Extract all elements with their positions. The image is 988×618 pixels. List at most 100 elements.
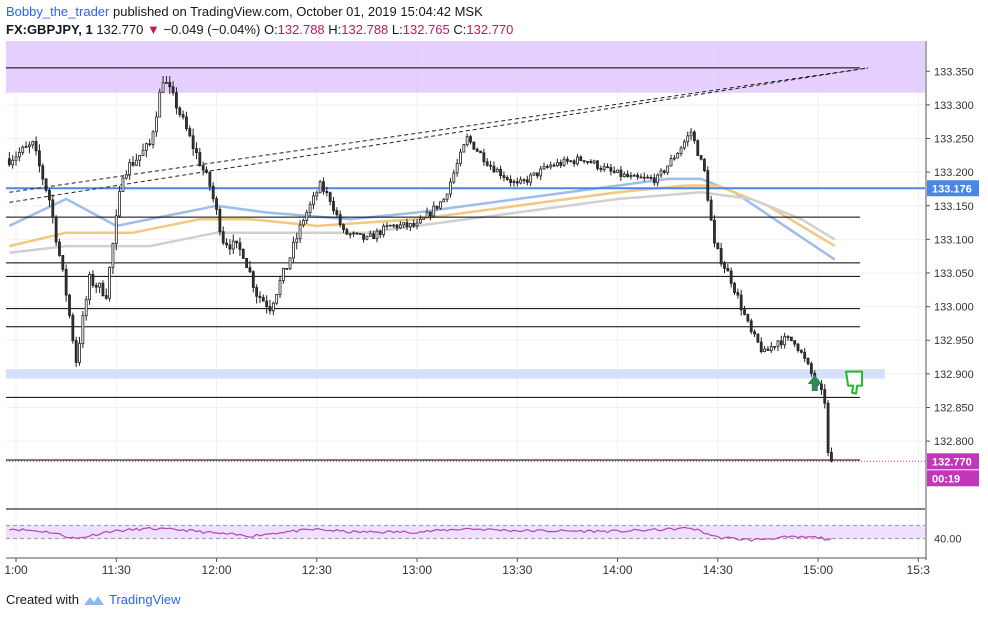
candle: [285, 267, 289, 270]
candle: [796, 342, 800, 353]
candle: [619, 165, 623, 181]
candle: [251, 270, 255, 293]
candle: [535, 172, 539, 179]
candle: [355, 232, 359, 235]
open-value: 132.788: [277, 22, 325, 37]
countdown-tag: 00:19: [927, 470, 979, 487]
candle-body-up: [278, 280, 282, 295]
candle: [265, 295, 269, 314]
candle: [114, 209, 118, 251]
candle: [693, 130, 696, 144]
price-tick-label: 133.250: [934, 134, 974, 146]
candle-body-down: [322, 181, 325, 192]
candle-body-down: [405, 222, 409, 228]
time-tick-label: 14:00: [603, 563, 633, 577]
candle: [425, 207, 429, 218]
candle-body-down: [823, 389, 827, 404]
candle-body-down: [646, 176, 650, 179]
candle: [312, 191, 315, 210]
author-link[interactable]: Bobby_the_trader: [6, 4, 110, 19]
candle-body-up: [24, 146, 28, 148]
candle-body-up: [398, 224, 402, 229]
time-tick-label: 13:00: [402, 563, 432, 577]
candle: [549, 161, 553, 170]
candle-body-up: [659, 170, 663, 176]
candle: [415, 219, 419, 230]
candle: [459, 148, 462, 167]
candle-body-up: [108, 266, 111, 299]
candle-body-down: [753, 331, 756, 335]
candle-body-down: [191, 135, 195, 150]
candle: [295, 232, 299, 250]
last-price-tag: 132.770: [927, 453, 979, 470]
candle-body-down: [609, 167, 613, 172]
candle-body-down: [566, 158, 569, 162]
candle-body-down: [652, 177, 656, 184]
price-tick-label: 133.300: [934, 100, 974, 112]
candle-body-down: [749, 320, 753, 333]
candle-body-up: [144, 143, 148, 151]
candle-body-up: [138, 155, 142, 161]
candle: [759, 337, 763, 354]
candle-body-down: [485, 161, 489, 166]
candle: [151, 130, 155, 149]
symbol-name[interactable]: FX:GBPJPY, 1: [6, 22, 93, 37]
candle: [418, 215, 422, 224]
candle: [48, 188, 51, 207]
candle: [809, 361, 813, 377]
candle-body-up: [161, 82, 165, 93]
candle: [118, 185, 122, 218]
candle-body-up: [81, 315, 85, 344]
candle: [255, 284, 259, 304]
candle: [669, 154, 673, 167]
candle: [131, 156, 135, 167]
candle: [499, 165, 502, 180]
candle: [706, 166, 710, 202]
candle: [676, 152, 680, 159]
candle-body-down: [91, 274, 95, 286]
candle-body-up: [422, 217, 426, 220]
candle-body-up: [569, 160, 573, 163]
candle: [482, 148, 486, 166]
candle: [449, 178, 452, 198]
candle-body-up: [31, 141, 35, 146]
candle-body-down: [48, 189, 51, 201]
tradingview-brand-link[interactable]: TradingView: [108, 592, 181, 607]
candle: [749, 318, 753, 335]
candle-body-up: [439, 201, 442, 209]
time-tick-label: 11:30: [102, 563, 131, 577]
time-tick-label: 15:00: [803, 563, 833, 577]
candle: [522, 178, 526, 185]
candle: [753, 329, 756, 338]
candle-body-up: [291, 241, 295, 259]
time-tick-label: 12:30: [302, 563, 332, 577]
candle-body-up: [151, 131, 155, 145]
candle-body-down: [572, 160, 576, 165]
candle: [345, 227, 349, 236]
candle: [442, 198, 446, 203]
candle-body-down: [729, 270, 733, 284]
resistance-zone: [6, 41, 925, 93]
candle: [408, 222, 412, 232]
candle: [235, 240, 238, 249]
candle: [61, 255, 65, 273]
candle: [298, 220, 302, 243]
candle-body-down: [499, 168, 502, 177]
candle-body-down: [662, 170, 666, 173]
candle: [185, 111, 188, 132]
candle-body-down: [509, 179, 513, 183]
candle: [308, 201, 312, 217]
candle: [81, 311, 85, 349]
candle: [719, 243, 723, 267]
candle-body-down: [38, 150, 41, 167]
candle: [281, 267, 285, 284]
candle: [144, 142, 148, 158]
candle-body-down: [606, 166, 609, 169]
candle-body-down: [101, 282, 105, 296]
candle-body-up: [679, 147, 683, 154]
low-label: L:: [391, 22, 403, 37]
candle: [278, 276, 282, 298]
price-tick-label: 133.150: [934, 201, 974, 213]
candle: [739, 289, 743, 316]
